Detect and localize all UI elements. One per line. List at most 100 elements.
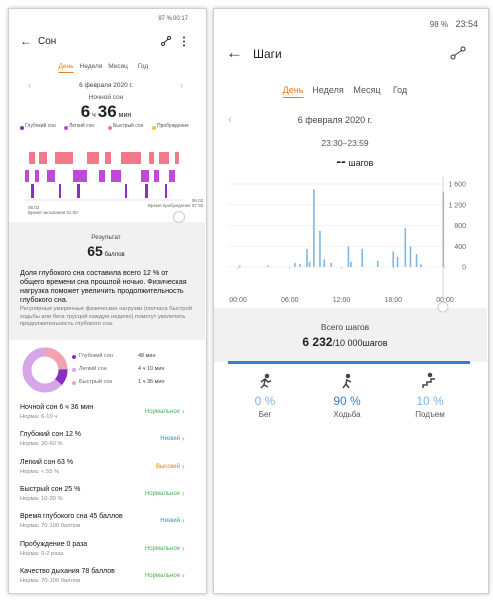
bar xyxy=(323,259,326,267)
end-date: 06.02 xyxy=(191,198,204,203)
hours-unit: ч xyxy=(92,112,96,119)
minutes: 36 xyxy=(97,102,117,121)
chevron: › xyxy=(182,516,185,526)
back-button[interactable]: ← xyxy=(20,34,32,48)
metric-title[interactable]: Глубокий сон 12 % xyxy=(20,431,82,439)
y-tick-label: 400 xyxy=(454,244,466,251)
bar xyxy=(308,261,311,267)
bar xyxy=(267,265,269,267)
chevron: › xyxy=(182,461,185,471)
metric-norm: Норма: 6-10 ч xyxy=(20,414,58,420)
tab[interactable]: Неделя xyxy=(79,63,103,70)
start-date: 06.02 xyxy=(28,205,40,210)
summary-panel xyxy=(9,222,205,340)
legend-label: Пробуждение xyxy=(157,123,189,129)
bar xyxy=(313,189,315,267)
metric-status[interactable]: Нормальное xyxy=(144,572,180,579)
score-unit: баллов xyxy=(104,252,125,258)
metric-status[interactable]: Нормальное xyxy=(144,490,180,497)
breakdown-dot xyxy=(72,381,76,385)
clock: 00:17 xyxy=(172,16,188,22)
metric-status[interactable]: Высокий xyxy=(155,463,180,470)
scroll-handle[interactable] xyxy=(172,210,186,224)
tab[interactable]: День xyxy=(58,63,74,73)
hours: 6 xyxy=(80,102,91,121)
breakdown-value: 1 ч 36 мин xyxy=(138,379,165,385)
tab[interactable]: Неделя xyxy=(312,85,344,95)
summary-panel xyxy=(214,308,487,362)
activity-name: Подъем xyxy=(415,410,445,419)
chevron: › xyxy=(182,407,185,416)
prev-day[interactable]: ‹ xyxy=(28,80,31,90)
metric-status[interactable]: Нормальное xyxy=(144,409,180,415)
sleep-duration: 6 ч 36 мин xyxy=(81,102,132,122)
start-time: Время засыпания 01:00 xyxy=(28,210,78,215)
score: 65 баллов xyxy=(87,243,124,259)
score-value: 65 xyxy=(87,243,103,259)
metric-norm: Норма: 70-100 баллов xyxy=(20,523,81,530)
share-icon[interactable] xyxy=(450,46,466,60)
sleep-donut xyxy=(22,347,68,393)
end-time: Время пробуждения 07:36 xyxy=(148,203,204,208)
bar xyxy=(396,256,399,267)
clock: 23:54 xyxy=(455,19,478,29)
breakdown-value: 48 мин xyxy=(138,353,156,359)
advice: Доля глубокого сна составила всего 12 % … xyxy=(20,268,187,304)
metric-status[interactable]: Низкий xyxy=(160,436,180,443)
total-label: Всего шагов xyxy=(320,322,370,332)
bar xyxy=(420,264,422,267)
total-value: 6 232 xyxy=(302,335,333,349)
current-unit: шагов xyxy=(348,158,374,168)
bar xyxy=(392,251,395,267)
tab[interactable]: День xyxy=(282,85,304,98)
bar xyxy=(294,262,296,267)
activity-percent: 10 % xyxy=(416,394,444,408)
score-label: Результат xyxy=(91,234,121,241)
chevron: › xyxy=(182,488,185,498)
tab[interactable]: Год xyxy=(137,63,149,70)
date: 6 февраля 2020 г. xyxy=(297,115,373,125)
tab[interactable]: Месяц xyxy=(108,63,128,70)
x-tick-label: 06:00 xyxy=(281,297,299,304)
chevron: › xyxy=(182,570,185,580)
legend-dot xyxy=(20,126,24,130)
prev-day[interactable]: ‹ xyxy=(228,112,232,126)
tip: Регулярные умеренные физические нагрузки… xyxy=(20,306,192,327)
bar xyxy=(238,265,241,267)
screen-title: Шаги xyxy=(253,47,282,61)
metric-title[interactable]: Время глубокого сна 45 баллов xyxy=(20,513,123,521)
metric-title[interactable]: Легкий сон 63 % xyxy=(20,458,74,466)
legend-dot xyxy=(64,126,68,130)
y-tick-label: 1 200 xyxy=(448,202,466,209)
metric-title[interactable]: Быстрый сон 25 % xyxy=(20,485,81,493)
metric-title[interactable]: Пробуждение 0 раза xyxy=(20,540,88,548)
chevron: › xyxy=(182,543,185,553)
x-tick-label: 18:00 xyxy=(384,297,402,304)
legend-label: Легкий сон xyxy=(69,123,95,129)
breakdown-name: Глубокий сон xyxy=(79,353,113,359)
bar xyxy=(299,263,301,267)
bar xyxy=(409,246,412,267)
minutes-unit: мин xyxy=(118,112,132,119)
tab[interactable]: Год xyxy=(392,85,408,95)
header-icons[interactable] xyxy=(160,36,190,48)
metric-status[interactable]: Низкий xyxy=(160,518,180,525)
metric-norm: Норма: 10-30 % xyxy=(20,495,63,502)
breakdown-value: 4 ч 10 мин xyxy=(138,366,165,372)
cursor-handle[interactable] xyxy=(437,301,449,313)
y-tick-label: 1 600 xyxy=(448,182,466,189)
x-tick-label: 00:00 xyxy=(436,297,454,304)
bar xyxy=(319,230,321,267)
metric-title[interactable]: Качество дыхания 78 баллов xyxy=(20,567,115,575)
metric-title[interactable]: Ночной сон 6 ч 36 мин xyxy=(20,404,94,411)
back-button[interactable]: ← xyxy=(226,43,243,62)
legend-label: Глубокий сон xyxy=(25,123,56,129)
activity-icons xyxy=(260,372,435,389)
battery: 97 % xyxy=(158,16,172,22)
tab[interactable]: Месяц xyxy=(353,85,381,95)
current-value: -- xyxy=(336,153,346,169)
next-day[interactable]: › xyxy=(180,80,183,90)
chevron: › xyxy=(182,434,185,444)
metric-status[interactable]: Нормальное xyxy=(144,545,180,552)
activity-percent: 90 % xyxy=(333,394,361,408)
